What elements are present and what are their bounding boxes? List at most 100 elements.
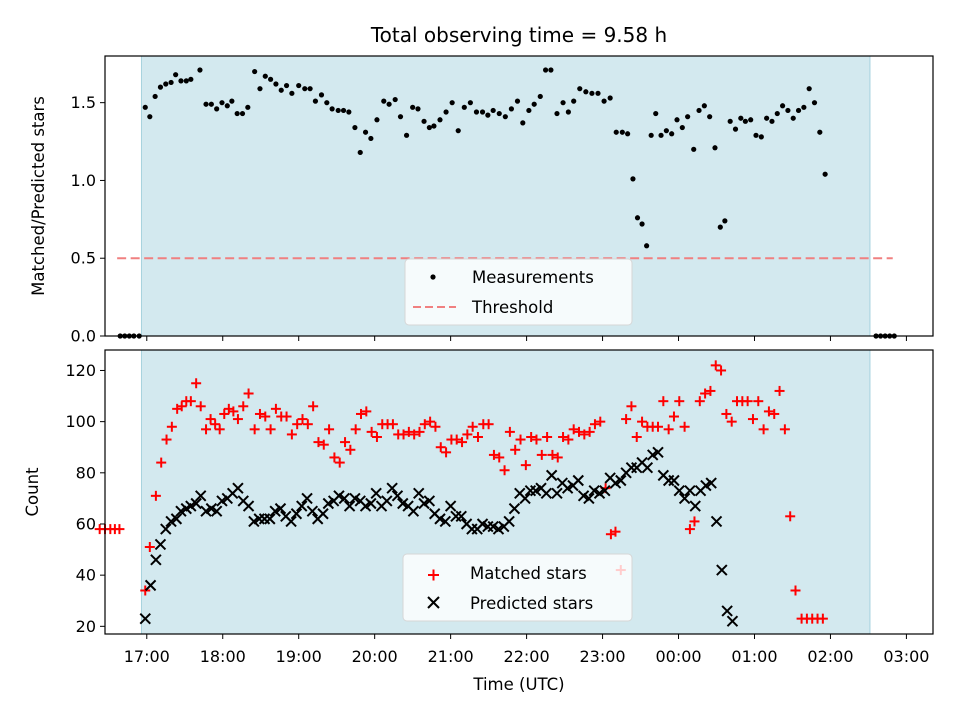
matched-point [589, 419, 600, 430]
measurement-point [467, 100, 473, 106]
y-tick-label: 1.5 [71, 93, 96, 112]
measurement-point [426, 124, 432, 131]
matched-point [700, 388, 711, 399]
legend-measurements-marker [430, 274, 436, 280]
predicted-point [551, 487, 563, 499]
measurement-point [639, 221, 645, 227]
x-tick-label: 19:00 [276, 647, 322, 666]
x-tick-label: 22:00 [504, 647, 550, 666]
measurement-point [732, 126, 739, 132]
measurement-point [485, 112, 491, 118]
measurement-point [224, 103, 230, 109]
matched-point [610, 526, 621, 537]
matched-point [785, 511, 796, 522]
measurement-point [461, 104, 467, 110]
y-tick-label: 0.0 [71, 327, 96, 346]
measurement-point [795, 107, 802, 114]
matched-point [663, 424, 674, 435]
measurement-point [613, 129, 619, 135]
measurement-point [589, 90, 595, 96]
matched-point [658, 396, 669, 407]
matched-point [742, 396, 753, 407]
predicted-point [139, 612, 151, 625]
legend-predicted-marker [427, 596, 440, 609]
matched-point [790, 585, 801, 596]
measurement-point [806, 86, 812, 92]
measurement-point [257, 86, 263, 92]
predicted-point [444, 500, 457, 512]
predicted-point [407, 505, 420, 517]
measurement-point [769, 118, 775, 124]
matched-point [161, 434, 172, 445]
matched-point [318, 439, 329, 450]
matched-point [214, 424, 225, 435]
measurement-point [443, 109, 449, 115]
predicted-point [716, 564, 728, 576]
predicted-point [381, 495, 393, 507]
x-tick-label: 23:00 [580, 647, 626, 666]
matched-point [504, 426, 515, 437]
measurement-point [431, 123, 437, 129]
y-tick-label: 100 [65, 412, 96, 431]
measurement-point [374, 117, 380, 123]
predicted-point [386, 482, 398, 494]
measurement-point [748, 117, 754, 123]
matched-point [243, 388, 254, 399]
matched-point [584, 426, 595, 437]
matched-point [462, 429, 473, 440]
predicted-stars-series [139, 446, 739, 627]
predicted-point [503, 515, 515, 528]
predicted-point [641, 461, 654, 474]
measurement-point [625, 131, 631, 137]
measurement-point [717, 224, 723, 230]
measurement-point [727, 118, 733, 124]
measurement-point [239, 110, 246, 117]
measurement-point [634, 215, 641, 221]
matched-point [753, 396, 764, 407]
predicted-point [615, 474, 627, 487]
predicted-point [726, 615, 739, 627]
matched-point [763, 406, 774, 417]
matched-point [238, 401, 249, 412]
measurement-point [318, 92, 325, 98]
matched-point [403, 426, 414, 437]
count-legend: Matched stars Predicted stars [402, 553, 633, 622]
predicted-point [668, 474, 680, 487]
measurement-point [229, 98, 235, 104]
matched-point [313, 437, 324, 448]
chart-title: Total observing time = 9.58 h [370, 23, 667, 47]
matched-point [568, 424, 579, 435]
matched-point [414, 426, 425, 437]
measurement-point [368, 135, 374, 142]
predicted-point [301, 492, 313, 505]
measurement-point [565, 109, 571, 115]
predicted-point [684, 485, 696, 497]
matched-point [467, 421, 478, 432]
predicted-point [154, 538, 167, 551]
measurement-point [142, 104, 148, 110]
measurement-point [449, 100, 455, 106]
measurement-point [663, 128, 669, 134]
measurement-point [742, 118, 748, 124]
matched-point [694, 396, 705, 407]
matched-point [769, 408, 780, 419]
x-tick-label: 01:00 [731, 647, 777, 666]
matched-point [483, 419, 494, 430]
measurement-point [397, 114, 404, 120]
measurement-point [147, 114, 153, 120]
matched-point [228, 406, 239, 417]
matched-point [674, 396, 685, 407]
measurement-point [595, 90, 601, 96]
measurement-point [208, 101, 214, 107]
matched-point [626, 401, 637, 412]
measurement-point [296, 82, 302, 89]
measurement-point [753, 132, 759, 138]
measurement-point [245, 104, 251, 110]
matched-point [721, 408, 732, 419]
measurement-point [542, 67, 549, 73]
count-panel: 20 40 60 80 100 120 17:00 18:00 19:00 20:00 21:00… [23, 349, 934, 694]
predicted-point [317, 508, 329, 520]
matched-point [542, 431, 553, 442]
predicted-point [583, 492, 595, 505]
predicted-point [343, 500, 356, 512]
